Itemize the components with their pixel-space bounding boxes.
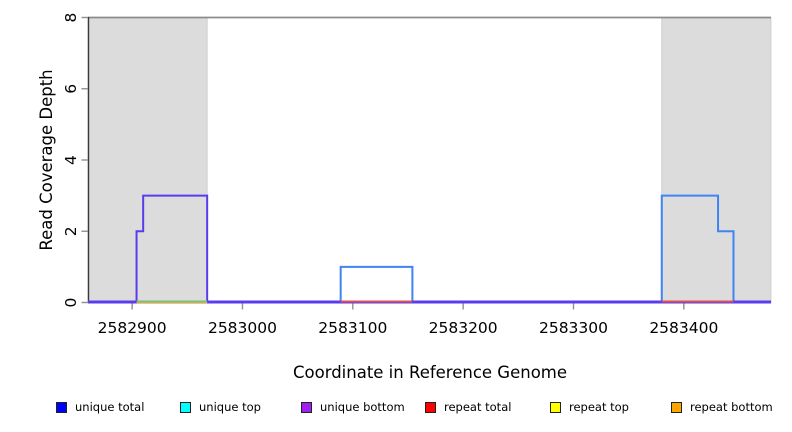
unique-total-swatch-icon <box>56 401 67 413</box>
legend-label: repeat total <box>444 400 512 414</box>
legend-item-repeat-top: repeat top <box>550 400 629 414</box>
plot-area: 0 2 4 6 8 2582900 2583000 2583100 2583200 2583300… <box>62 13 772 337</box>
legend-label: unique total <box>75 400 145 414</box>
unique-bottom-swatch-icon <box>301 401 312 413</box>
y-tick-label: 2 <box>62 226 80 236</box>
legend-item-unique-top: unique top <box>180 400 261 414</box>
x-tick-label: 2582900 <box>98 319 167 337</box>
unique-top-swatch-icon <box>180 401 191 413</box>
x-tick-label: 2583200 <box>429 319 498 337</box>
coverage-step-line <box>88 194 771 304</box>
y-tick-label: 8 <box>62 13 80 23</box>
coverage-step-line <box>88 194 771 304</box>
y-axis-title: Read Coverage Depth <box>37 69 56 250</box>
y-tick-label: 6 <box>62 84 80 94</box>
shaded-region <box>661 17 772 303</box>
legend-item-unique-bottom: unique bottom <box>301 400 405 414</box>
repeat-total-swatch-icon <box>425 401 436 413</box>
legend-label: unique top <box>199 400 261 414</box>
shaded-region <box>87 17 208 303</box>
x-tick-label: 2583100 <box>318 319 387 337</box>
coverage-chart: 0 2 4 6 8 2582900 2583000 2583100 2583200 2583300… <box>37 13 772 382</box>
legend-label: repeat bottom <box>690 400 773 414</box>
chart-legend: unique total unique top unique bottom re… <box>0 396 792 432</box>
legend-item-repeat-bottom: repeat bottom <box>671 400 773 414</box>
repeat-top-swatch-icon <box>550 401 561 413</box>
legend-label: unique bottom <box>320 400 405 414</box>
y-tick-label: 4 <box>62 155 80 165</box>
y-tick-label: 0 <box>62 298 80 308</box>
legend-item-repeat-total: repeat total <box>425 400 511 414</box>
x-tick-label: 2583000 <box>208 319 277 337</box>
legend-label: repeat top <box>569 400 629 414</box>
x-tick-label: 2583400 <box>649 319 718 337</box>
legend-item-unique-total: unique total <box>56 400 144 414</box>
x-tick-label: 2583300 <box>539 319 608 337</box>
x-axis-title: Coordinate in Reference Genome <box>293 363 567 382</box>
repeat-bottom-swatch-icon <box>671 401 682 413</box>
